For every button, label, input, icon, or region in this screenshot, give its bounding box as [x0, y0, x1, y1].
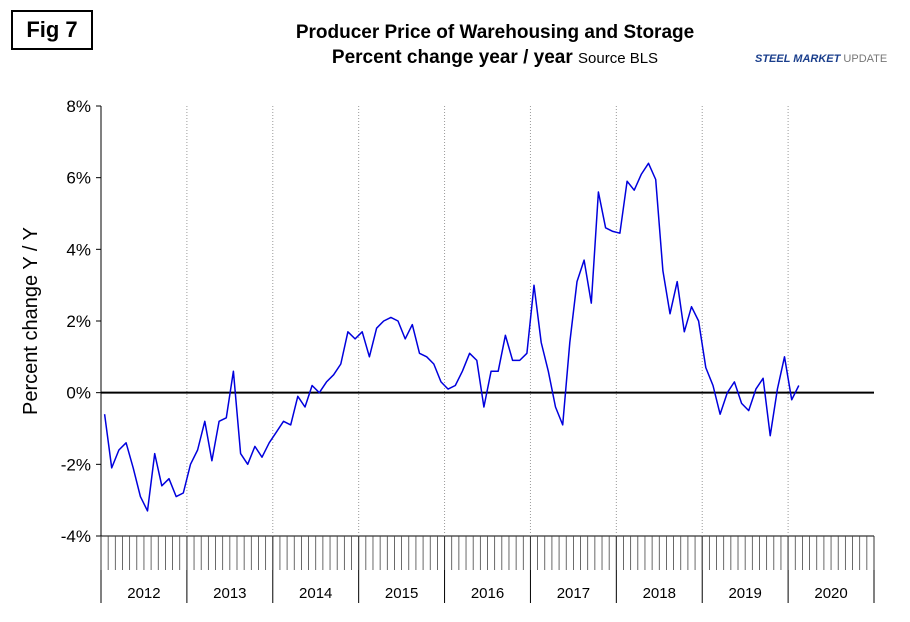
- y-tick-label: 6%: [66, 169, 91, 188]
- y-tick-label: 4%: [66, 240, 91, 259]
- x-tick-label: 2018: [643, 585, 676, 602]
- steel-market-update-logo: STEEL MARKET UPDATE: [755, 53, 887, 65]
- chart-source: Source BLS: [578, 50, 659, 67]
- y-tick-label: 2%: [66, 312, 91, 331]
- chart-subtitle-text: Percent change year / year: [331, 47, 573, 68]
- figure-label: Fig 7: [11, 10, 93, 50]
- x-tick-label: 2020: [814, 585, 847, 602]
- chart-subtitle: Percent change year / year Source BLS: [230, 45, 760, 71]
- series-line-0: [103, 162, 800, 512]
- y-tick-label: 0%: [66, 384, 91, 403]
- chart-title-block: Producer Price of Warehousing and Storag…: [230, 20, 760, 71]
- y-tick-label: 8%: [66, 97, 91, 116]
- x-tick-label: 2015: [385, 585, 418, 602]
- x-tick-label: 2017: [557, 585, 590, 602]
- x-tick-label: 2013: [213, 585, 246, 602]
- x-tick-label: 2016: [471, 585, 504, 602]
- x-tick-label: 2012: [127, 585, 160, 602]
- x-tick-label: 2014: [299, 585, 332, 602]
- y-tick-label: -4%: [61, 527, 91, 546]
- logo-rest-text: UPDATE: [840, 53, 888, 65]
- logo-bold-text: STEEL MARKET: [755, 53, 841, 65]
- y-axis-label: Percent change Y / Y: [20, 227, 42, 415]
- x-tick-label: 2019: [728, 585, 761, 602]
- chart-title: Producer Price of Warehousing and Storag…: [295, 22, 695, 43]
- y-tick-label: -2%: [61, 455, 91, 474]
